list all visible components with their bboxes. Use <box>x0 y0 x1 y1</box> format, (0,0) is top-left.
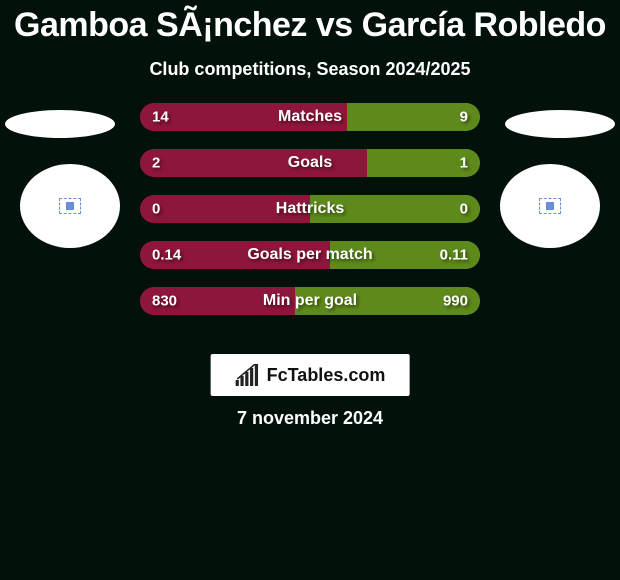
left-player-circle <box>20 164 120 248</box>
bar-label: Hattricks <box>276 200 344 218</box>
right-player-ellipse <box>505 110 615 138</box>
left-flag-inner <box>66 202 74 210</box>
brand-bar-icon-segment <box>240 376 243 386</box>
brand-bar-icon-segment <box>255 364 258 386</box>
brand-bar-icon-segment <box>250 368 253 386</box>
brand-bar-icon-segment <box>236 380 239 386</box>
footer-date: 7 november 2024 <box>237 408 383 429</box>
bar-label: Goals per match <box>247 246 372 264</box>
bar-value-left: 0 <box>152 201 160 218</box>
bar-value-left: 2 <box>152 155 160 172</box>
bar-value-right: 0 <box>460 201 468 218</box>
bar-value-left: 14 <box>152 109 169 126</box>
bar-value-right: 9 <box>460 109 468 126</box>
comparison-bar-row: 2 1 Goals <box>140 149 480 177</box>
root: Gamboa SÃ¡nchez vs García Robledo Club c… <box>0 0 620 580</box>
bar-left-fill <box>140 149 367 177</box>
brand-box: FcTables.com <box>211 354 410 396</box>
comparison-bar-row: 14 9 Matches <box>140 103 480 131</box>
brand-bar-icon-segment <box>245 372 248 386</box>
brand-text: FcTables.com <box>267 365 386 386</box>
bar-label: Goals <box>288 154 332 172</box>
bar-value-left: 830 <box>152 293 177 310</box>
left-player-ellipse <box>5 110 115 138</box>
page-title: Gamboa SÃ¡nchez vs García Robledo <box>0 0 620 45</box>
bar-value-right: 990 <box>443 293 468 310</box>
comparison-bars: 14 9 Matches 2 1 Goals 0 0 Hattricks 0.14 0.11 Goal… <box>140 103 480 333</box>
bar-label: Min per goal <box>263 292 357 310</box>
brand-bars-icon <box>235 364 261 386</box>
bar-value-left: 0.14 <box>152 247 181 264</box>
left-flag-icon <box>59 198 81 214</box>
comparison-bar-row: 830 990 Min per goal <box>140 287 480 315</box>
bar-label: Matches <box>278 108 342 126</box>
comparison-bar-row: 0.14 0.11 Goals per match <box>140 241 480 269</box>
right-flag-icon <box>539 198 561 214</box>
comparison-bar-row: 0 0 Hattricks <box>140 195 480 223</box>
bar-value-right: 0.11 <box>440 247 468 264</box>
bar-value-right: 1 <box>460 155 468 172</box>
right-player-circle <box>500 164 600 248</box>
page-subtitle: Club competitions, Season 2024/2025 <box>0 59 620 80</box>
right-flag-inner <box>546 202 554 210</box>
